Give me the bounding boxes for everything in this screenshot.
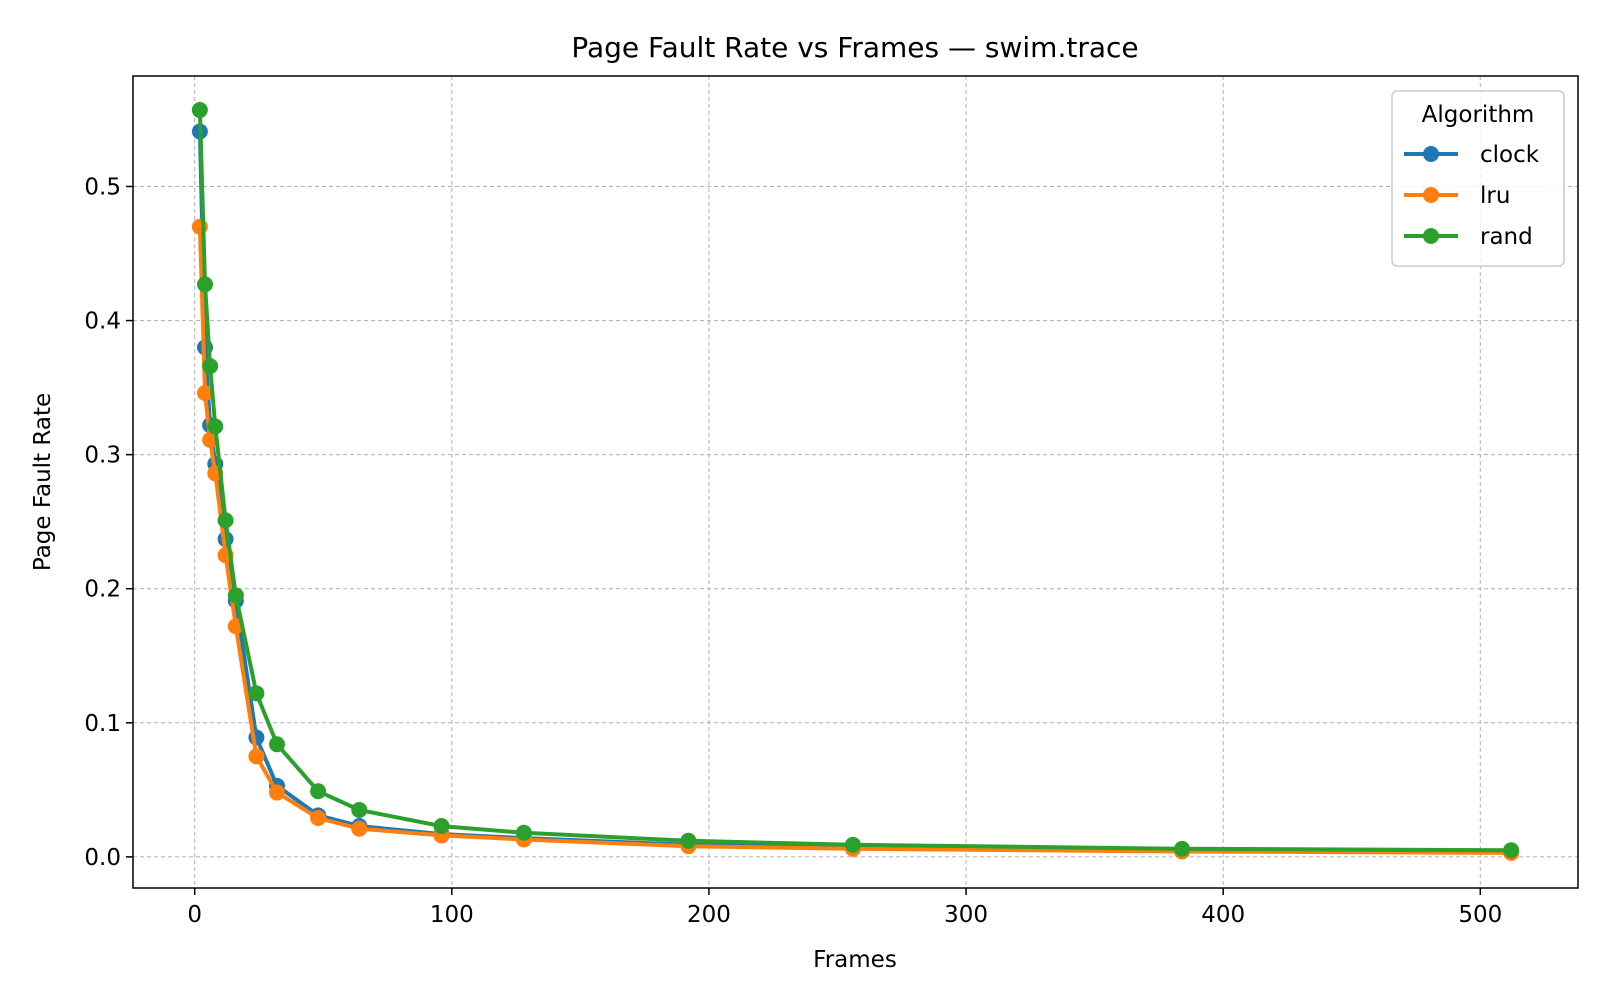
legend-title: Algorithm	[1422, 102, 1535, 128]
data-point-rand	[268, 736, 285, 753]
data-point-rand	[207, 418, 224, 435]
series-lru	[191, 218, 1520, 861]
y-tick-label: 0.5	[84, 174, 121, 200]
grid	[133, 76, 1578, 888]
legend-box	[1391, 90, 1565, 267]
data-point-rand	[310, 783, 327, 800]
series-line-lru	[197, 226, 1512, 855]
x-tick-label: 100	[430, 902, 474, 928]
data-point-rand	[196, 276, 213, 293]
series-rand	[191, 102, 1520, 859]
legend-marker	[1423, 187, 1439, 203]
y-axis-label: Page Fault Rate	[30, 393, 56, 571]
data-point-rand	[433, 818, 450, 835]
x-tick-label: 300	[944, 902, 988, 928]
data-point-lru	[268, 784, 285, 801]
legend-label: clock	[1480, 142, 1540, 168]
x-tick-label: 0	[187, 902, 202, 928]
y-tick-label: 0.1	[84, 711, 121, 737]
data-point-rand	[351, 801, 368, 818]
data-point-rand	[202, 358, 219, 375]
series-layer	[191, 102, 1520, 861]
legend-item-clock: clock	[1404, 142, 1540, 168]
legend-item-lru: lru	[1404, 183, 1510, 209]
legend-marker	[1423, 228, 1439, 244]
data-point-rand	[515, 824, 532, 841]
data-point-lru	[196, 384, 213, 401]
data-point-lru	[351, 820, 368, 837]
legend-item-rand: rand	[1404, 224, 1533, 250]
legend-label: lru	[1480, 183, 1510, 209]
legend: Algorithm clock lru rand	[1391, 90, 1565, 267]
data-point-rand	[227, 587, 244, 604]
data-point-rand	[844, 836, 861, 853]
data-point-lru	[202, 431, 219, 448]
x-tick-label: 500	[1458, 902, 1502, 928]
series-clock	[191, 123, 1520, 860]
data-point-lru	[248, 748, 265, 765]
y-tick-label: 0.2	[84, 577, 121, 603]
y-tick-label: 0.0	[84, 845, 121, 871]
y-tick-label: 0.4	[84, 309, 121, 335]
series-line-clock	[197, 131, 1512, 854]
data-point-lru	[310, 810, 327, 827]
data-point-rand	[1503, 842, 1520, 859]
x-tick-label: 200	[687, 902, 731, 928]
legend-label: rand	[1480, 224, 1533, 250]
data-point-rand	[191, 102, 208, 119]
plot-frame	[132, 75, 1579, 889]
legend-marker	[1423, 146, 1439, 162]
legend-items: clock lru rand	[1404, 142, 1540, 250]
x-tick-label: 400	[1201, 902, 1245, 928]
data-point-rand	[1174, 840, 1191, 857]
data-point-rand	[680, 832, 697, 849]
y-tick-label: 0.3	[84, 443, 121, 469]
data-point-rand	[248, 685, 265, 702]
series-line-rand	[197, 110, 1512, 853]
axis-ticks: 0 100 200 300 400 500 0.0 0.1 0.2 0.3 0.4 0.5	[84, 174, 1502, 928]
x-axis-label: Frames	[813, 947, 897, 973]
data-point-rand	[217, 512, 234, 529]
chart-title: Page Fault Rate vs Frames — swim.trace	[571, 31, 1138, 64]
